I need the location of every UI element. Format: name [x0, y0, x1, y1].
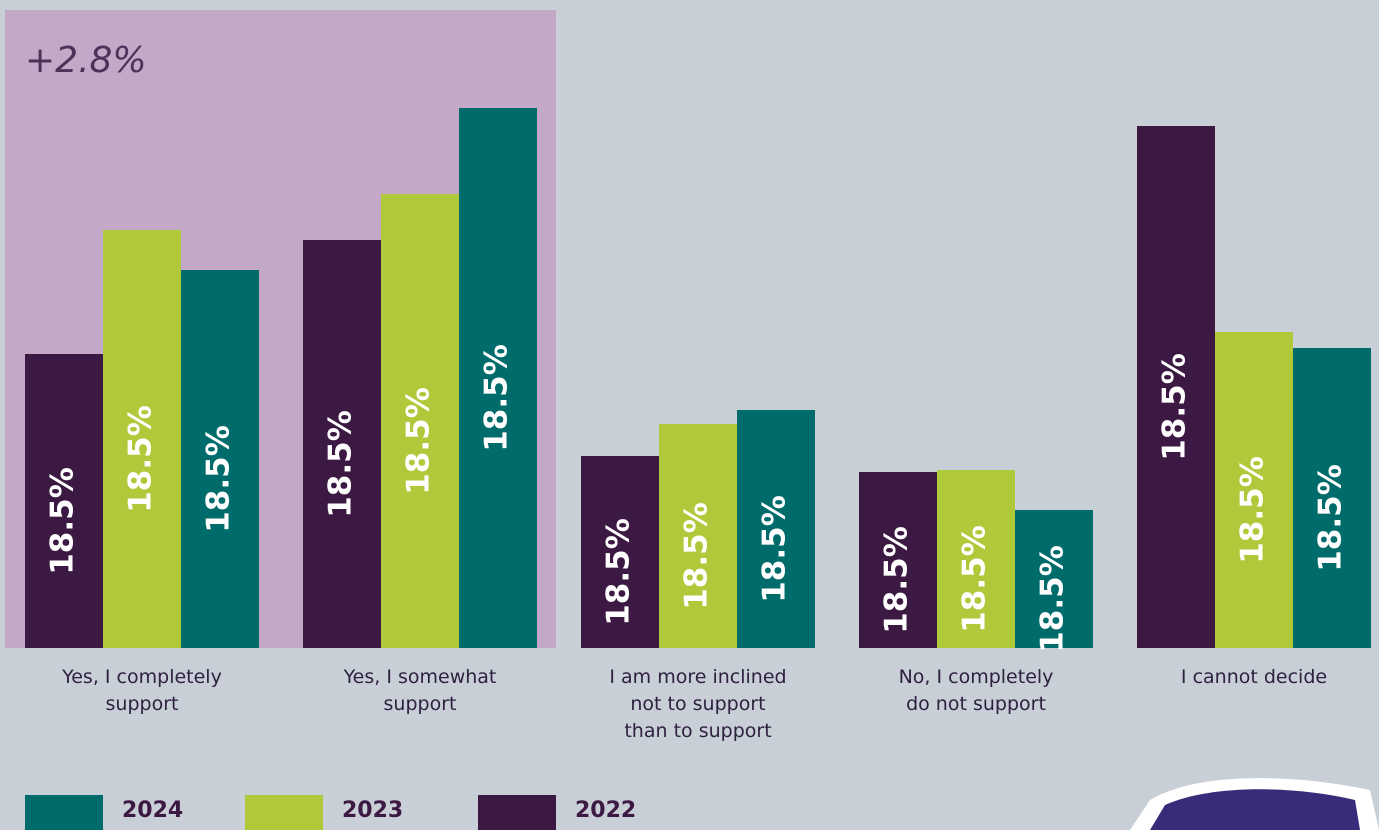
bar: [181, 270, 259, 648]
value-label: 18.5%: [757, 495, 793, 603]
value-label: 18.5%: [1035, 545, 1071, 653]
legend-label: 2022: [575, 798, 636, 823]
bar: [381, 194, 459, 648]
bar: [737, 410, 815, 648]
legend-swatch: [478, 795, 556, 830]
category-label: Yes, I completely support: [62, 666, 222, 715]
value-label: 18.5%: [601, 518, 637, 626]
bar: [859, 472, 937, 648]
value-label: 18.5%: [1313, 464, 1349, 572]
bar: [103, 230, 181, 648]
bar: [937, 470, 1015, 648]
bar: [459, 108, 537, 648]
bar: [1015, 510, 1093, 648]
bar: [25, 354, 103, 648]
category-label: Yes, I somewhat support: [343, 666, 497, 715]
value-label: 18.5%: [679, 502, 715, 610]
category-label: I am more inclined not to support than t…: [609, 666, 787, 742]
value-label: 18.5%: [45, 467, 81, 575]
legend-label: 2024: [122, 798, 183, 823]
value-label: 18.5%: [123, 405, 159, 513]
legend-swatch: [245, 795, 323, 830]
value-label: 18.5%: [1157, 353, 1193, 461]
legend-label: 2023: [342, 798, 403, 823]
bar: [659, 424, 737, 648]
value-label: 18.5%: [879, 526, 915, 634]
value-label: 18.5%: [201, 425, 237, 533]
value-label: 18.5%: [401, 387, 437, 495]
category-label: No, I completely do not support: [898, 666, 1054, 715]
value-label: 18.5%: [323, 410, 359, 518]
value-label: 18.5%: [1235, 456, 1271, 564]
decoration: [1150, 789, 1360, 830]
bar: [1293, 348, 1371, 648]
legend-swatch: [25, 795, 103, 830]
value-label: 18.5%: [479, 344, 515, 452]
annotation: +2.8%: [25, 40, 147, 81]
bar: [1215, 332, 1293, 648]
bar: [1137, 126, 1215, 648]
bar: [581, 456, 659, 648]
value-label: 18.5%: [957, 525, 993, 633]
category-label: I cannot decide: [1180, 666, 1328, 688]
bar: [303, 240, 381, 648]
